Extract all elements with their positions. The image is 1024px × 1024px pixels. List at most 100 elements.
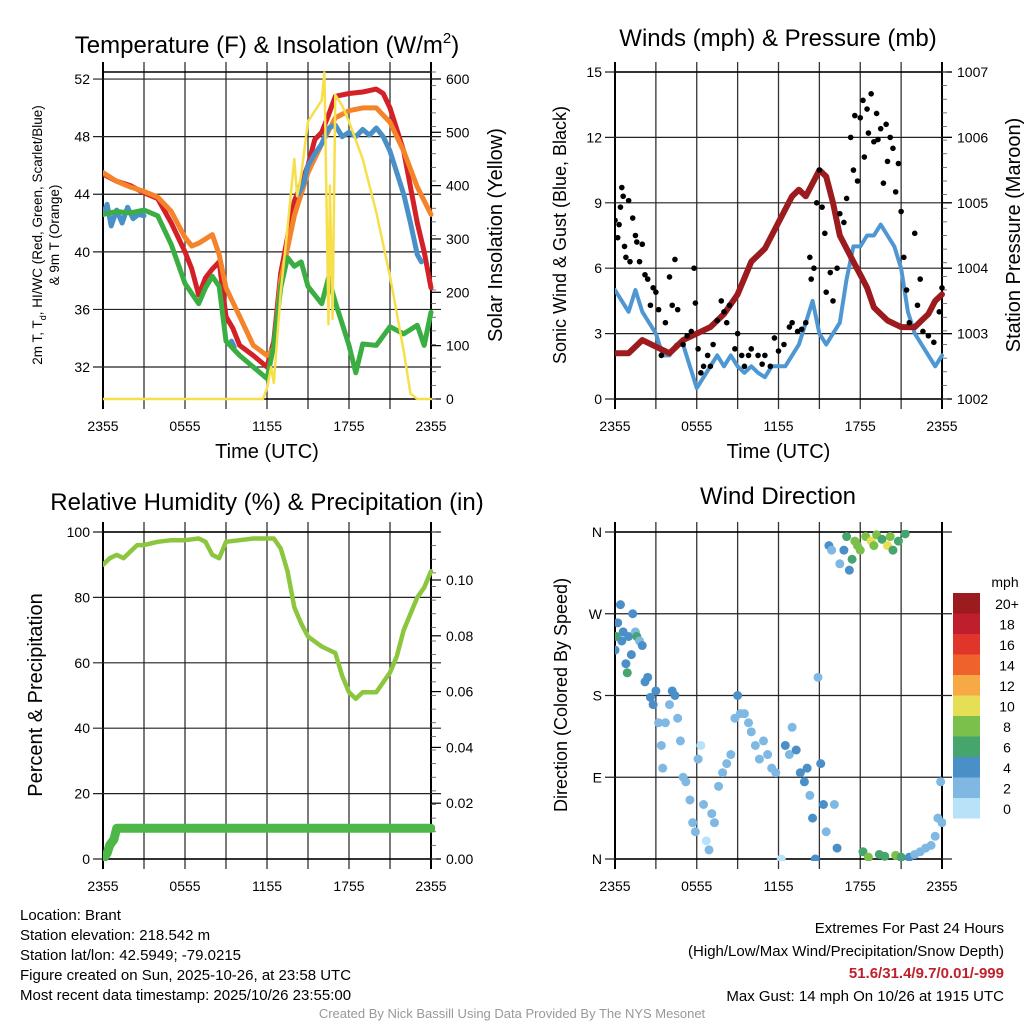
direction-point	[829, 800, 839, 809]
gust-point	[644, 276, 651, 282]
gust-point	[738, 352, 745, 359]
y2-axis-label: Station Pressure (Maroon)	[1003, 118, 1024, 353]
gust-point	[647, 302, 654, 309]
gust-point	[786, 324, 793, 330]
direction-point	[726, 750, 736, 760]
gust-point	[748, 346, 755, 352]
direction-point	[880, 851, 890, 861]
extremes-subtitle: (High/Low/Max Wind/Precipitation/Snow De…	[688, 942, 1004, 960]
colorbar-label: 0	[1003, 801, 1011, 817]
direction-point	[827, 545, 837, 555]
gust-point	[861, 154, 868, 160]
y-tick-label: 100	[67, 524, 91, 540]
colorbar-label: 4	[1003, 760, 1011, 776]
y2-tick-label: 600	[446, 71, 470, 87]
gust-point	[627, 258, 633, 265]
x-tick-label: 2355	[926, 878, 957, 894]
gust-point	[721, 309, 727, 315]
y-tick-label: 0	[594, 391, 602, 407]
gust-point	[674, 306, 681, 313]
colorbar-swatch	[953, 613, 980, 634]
direction-point	[660, 718, 670, 728]
gust-point	[827, 269, 834, 276]
x-tick-label: 2355	[87, 878, 118, 894]
series-line-hi-wc	[103, 122, 424, 350]
gust-point	[691, 265, 697, 272]
direction-point	[926, 840, 936, 850]
direction-point	[816, 759, 826, 769]
gust-point	[621, 243, 628, 250]
direction-point	[739, 709, 749, 719]
direction-point	[847, 554, 857, 564]
gust-point	[808, 276, 814, 282]
gust-point	[680, 341, 686, 348]
gust-point	[714, 317, 720, 324]
gust-point	[823, 289, 829, 295]
latlon-text: Station lat/lon: 42.5949; -79.0215	[20, 947, 242, 964]
x-tick-label: 2355	[87, 418, 118, 434]
direction-point	[776, 854, 786, 861]
gust-point	[798, 326, 805, 333]
gust-point	[666, 274, 673, 280]
x-tick-label: 1755	[845, 418, 876, 434]
series-line-station-pressure	[615, 167, 945, 357]
y2-tick-label: 1002	[957, 391, 988, 407]
colorbar-label: 14	[999, 658, 1015, 674]
direction-point	[615, 645, 620, 655]
chart-title: Temperature (F) & Insolation (W/m2)	[75, 30, 459, 59]
station-info: Location: Brant Station elevation: 218.5…	[20, 906, 351, 1006]
gust-point	[658, 352, 665, 359]
direction-point	[643, 672, 653, 682]
direction-point	[690, 827, 700, 837]
x-tick-label: 0555	[169, 878, 200, 894]
gust-point	[700, 363, 707, 370]
gust-point	[914, 302, 921, 309]
y2-tick-label: 0.08	[446, 628, 473, 644]
x-tick-label: 1155	[252, 878, 282, 894]
direction-point	[821, 827, 831, 837]
y-axis-label: Sonic Wind & Gust (Blue, Black)	[550, 106, 570, 364]
gust-point	[860, 97, 866, 104]
direction-point	[795, 768, 805, 778]
colorbar-swatch	[953, 675, 980, 696]
x-tick-label: 2355	[926, 418, 957, 434]
gust-point	[617, 204, 624, 210]
gust-point	[692, 300, 699, 306]
gust-point	[669, 302, 676, 309]
gust-point	[939, 285, 945, 291]
direction-point	[701, 836, 711, 846]
direction-point	[813, 672, 823, 682]
direction-point	[763, 750, 773, 760]
series-line-9m-t	[103, 105, 434, 358]
colorbar-label: 6	[1003, 740, 1011, 756]
chart-title: Wind Direction	[700, 483, 856, 510]
direction-point	[808, 813, 818, 823]
gust-point	[755, 352, 761, 359]
y-axis-label-line1: 2m T, Td, HI/WC (Red, Green, Scarlet/Blu…	[30, 105, 48, 365]
direction-point	[615, 618, 623, 628]
direction-point	[685, 795, 695, 805]
y-tick-label: 15	[586, 64, 602, 80]
panel-3: 0 20 40 60 80 100 0.00 0.02 0.04 0.06 0.08 0.10 2355…	[25, 489, 484, 894]
gust-point	[653, 289, 659, 295]
plot-area	[103, 71, 434, 401]
gust-point	[917, 276, 923, 282]
direction-point	[718, 768, 728, 778]
gust-point	[632, 232, 639, 239]
gust-point	[898, 208, 904, 215]
gust-point	[775, 348, 782, 354]
y-tick-label: 9	[594, 195, 602, 211]
y-tick-label: S	[593, 688, 602, 704]
gust-point	[857, 114, 864, 121]
chart-title-superscript: 2	[443, 30, 451, 47]
direction-point	[844, 565, 854, 575]
gust-point	[623, 254, 629, 261]
direction-point	[771, 768, 781, 778]
gust-point	[650, 285, 656, 291]
colorbar-label: 8	[1003, 719, 1011, 735]
gust-point	[695, 346, 701, 352]
direction-point	[681, 777, 691, 787]
chart-title: Winds (mph) & Pressure (mb)	[619, 25, 936, 52]
direction-point	[750, 740, 760, 750]
direction-point	[818, 800, 828, 809]
